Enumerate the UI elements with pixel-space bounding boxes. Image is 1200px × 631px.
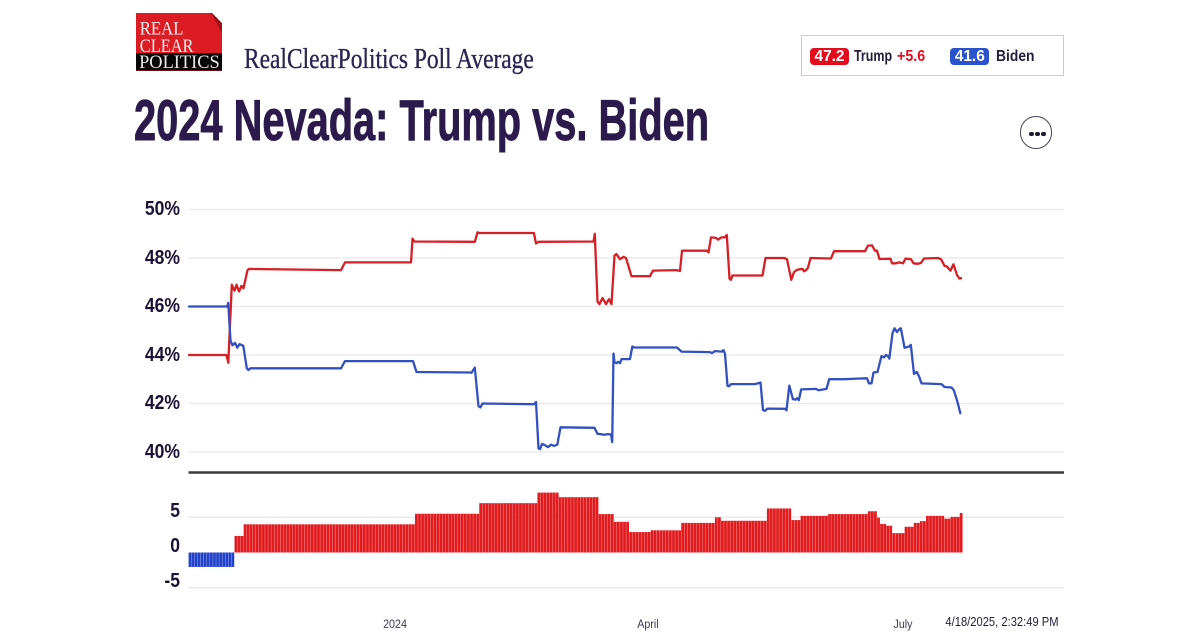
svg-text:POLITICS: POLITICS bbox=[139, 52, 220, 71]
svg-text:REAL: REAL bbox=[139, 18, 183, 39]
svg-text:CLEAR: CLEAR bbox=[139, 36, 193, 57]
